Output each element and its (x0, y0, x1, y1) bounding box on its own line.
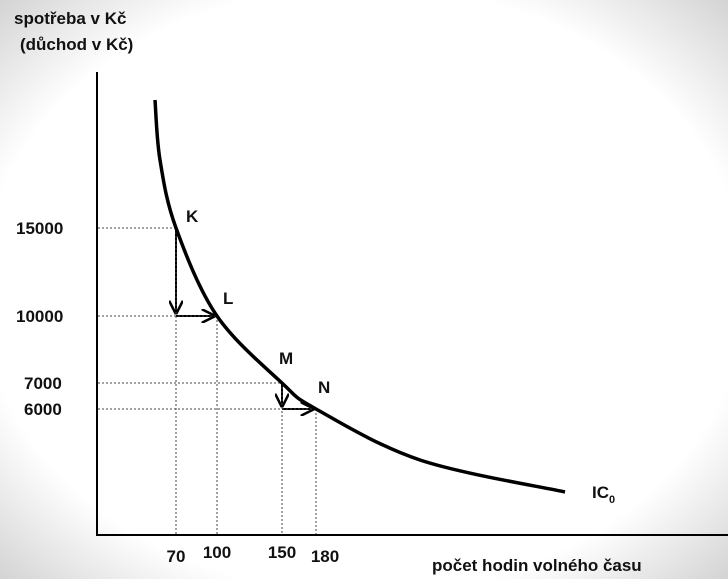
y-tick-label: 7000 (24, 374, 62, 393)
point-label: K (186, 207, 199, 226)
point-label: L (223, 289, 233, 308)
point-label: M (279, 349, 293, 368)
x-axis-label: počet hodin volného času (432, 556, 642, 575)
curve-label-text: IC (592, 483, 609, 502)
y-axis-label: spotřeba v Kč (14, 9, 126, 28)
x-tick-label: 180 (311, 547, 339, 566)
indifference-curve (153, 99, 566, 494)
x-tick-label: 100 (203, 543, 231, 562)
curve-label: IC0 (592, 483, 615, 506)
y-tick-label: 6000 (24, 400, 62, 419)
point-label: N (318, 378, 330, 397)
y-tick-label: 10000 (16, 307, 63, 326)
x-tick-label: 70 (167, 547, 186, 566)
y-axis-label: (důchod v Kč) (20, 35, 133, 54)
curve-label-subscript: 0 (609, 494, 615, 506)
y-tick-label: 15000 (16, 219, 63, 238)
x-tick-label: 150 (268, 543, 296, 562)
